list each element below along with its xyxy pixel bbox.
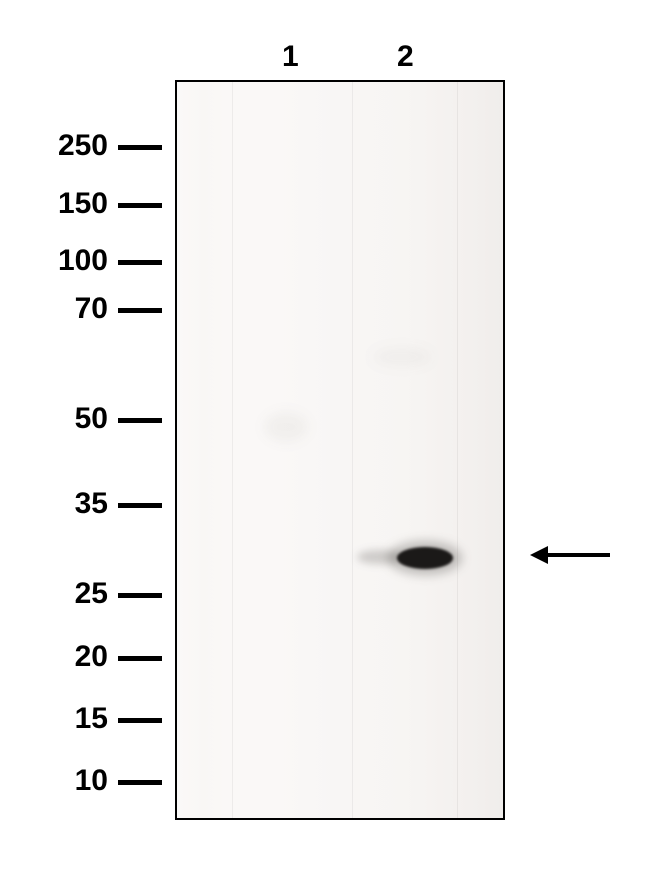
arrow-shaft [546, 553, 610, 557]
arrow-head-icon [530, 546, 548, 564]
band-indicator-arrow [0, 0, 650, 870]
figure-container: 1 2 25015010070503525201510 [0, 0, 650, 870]
